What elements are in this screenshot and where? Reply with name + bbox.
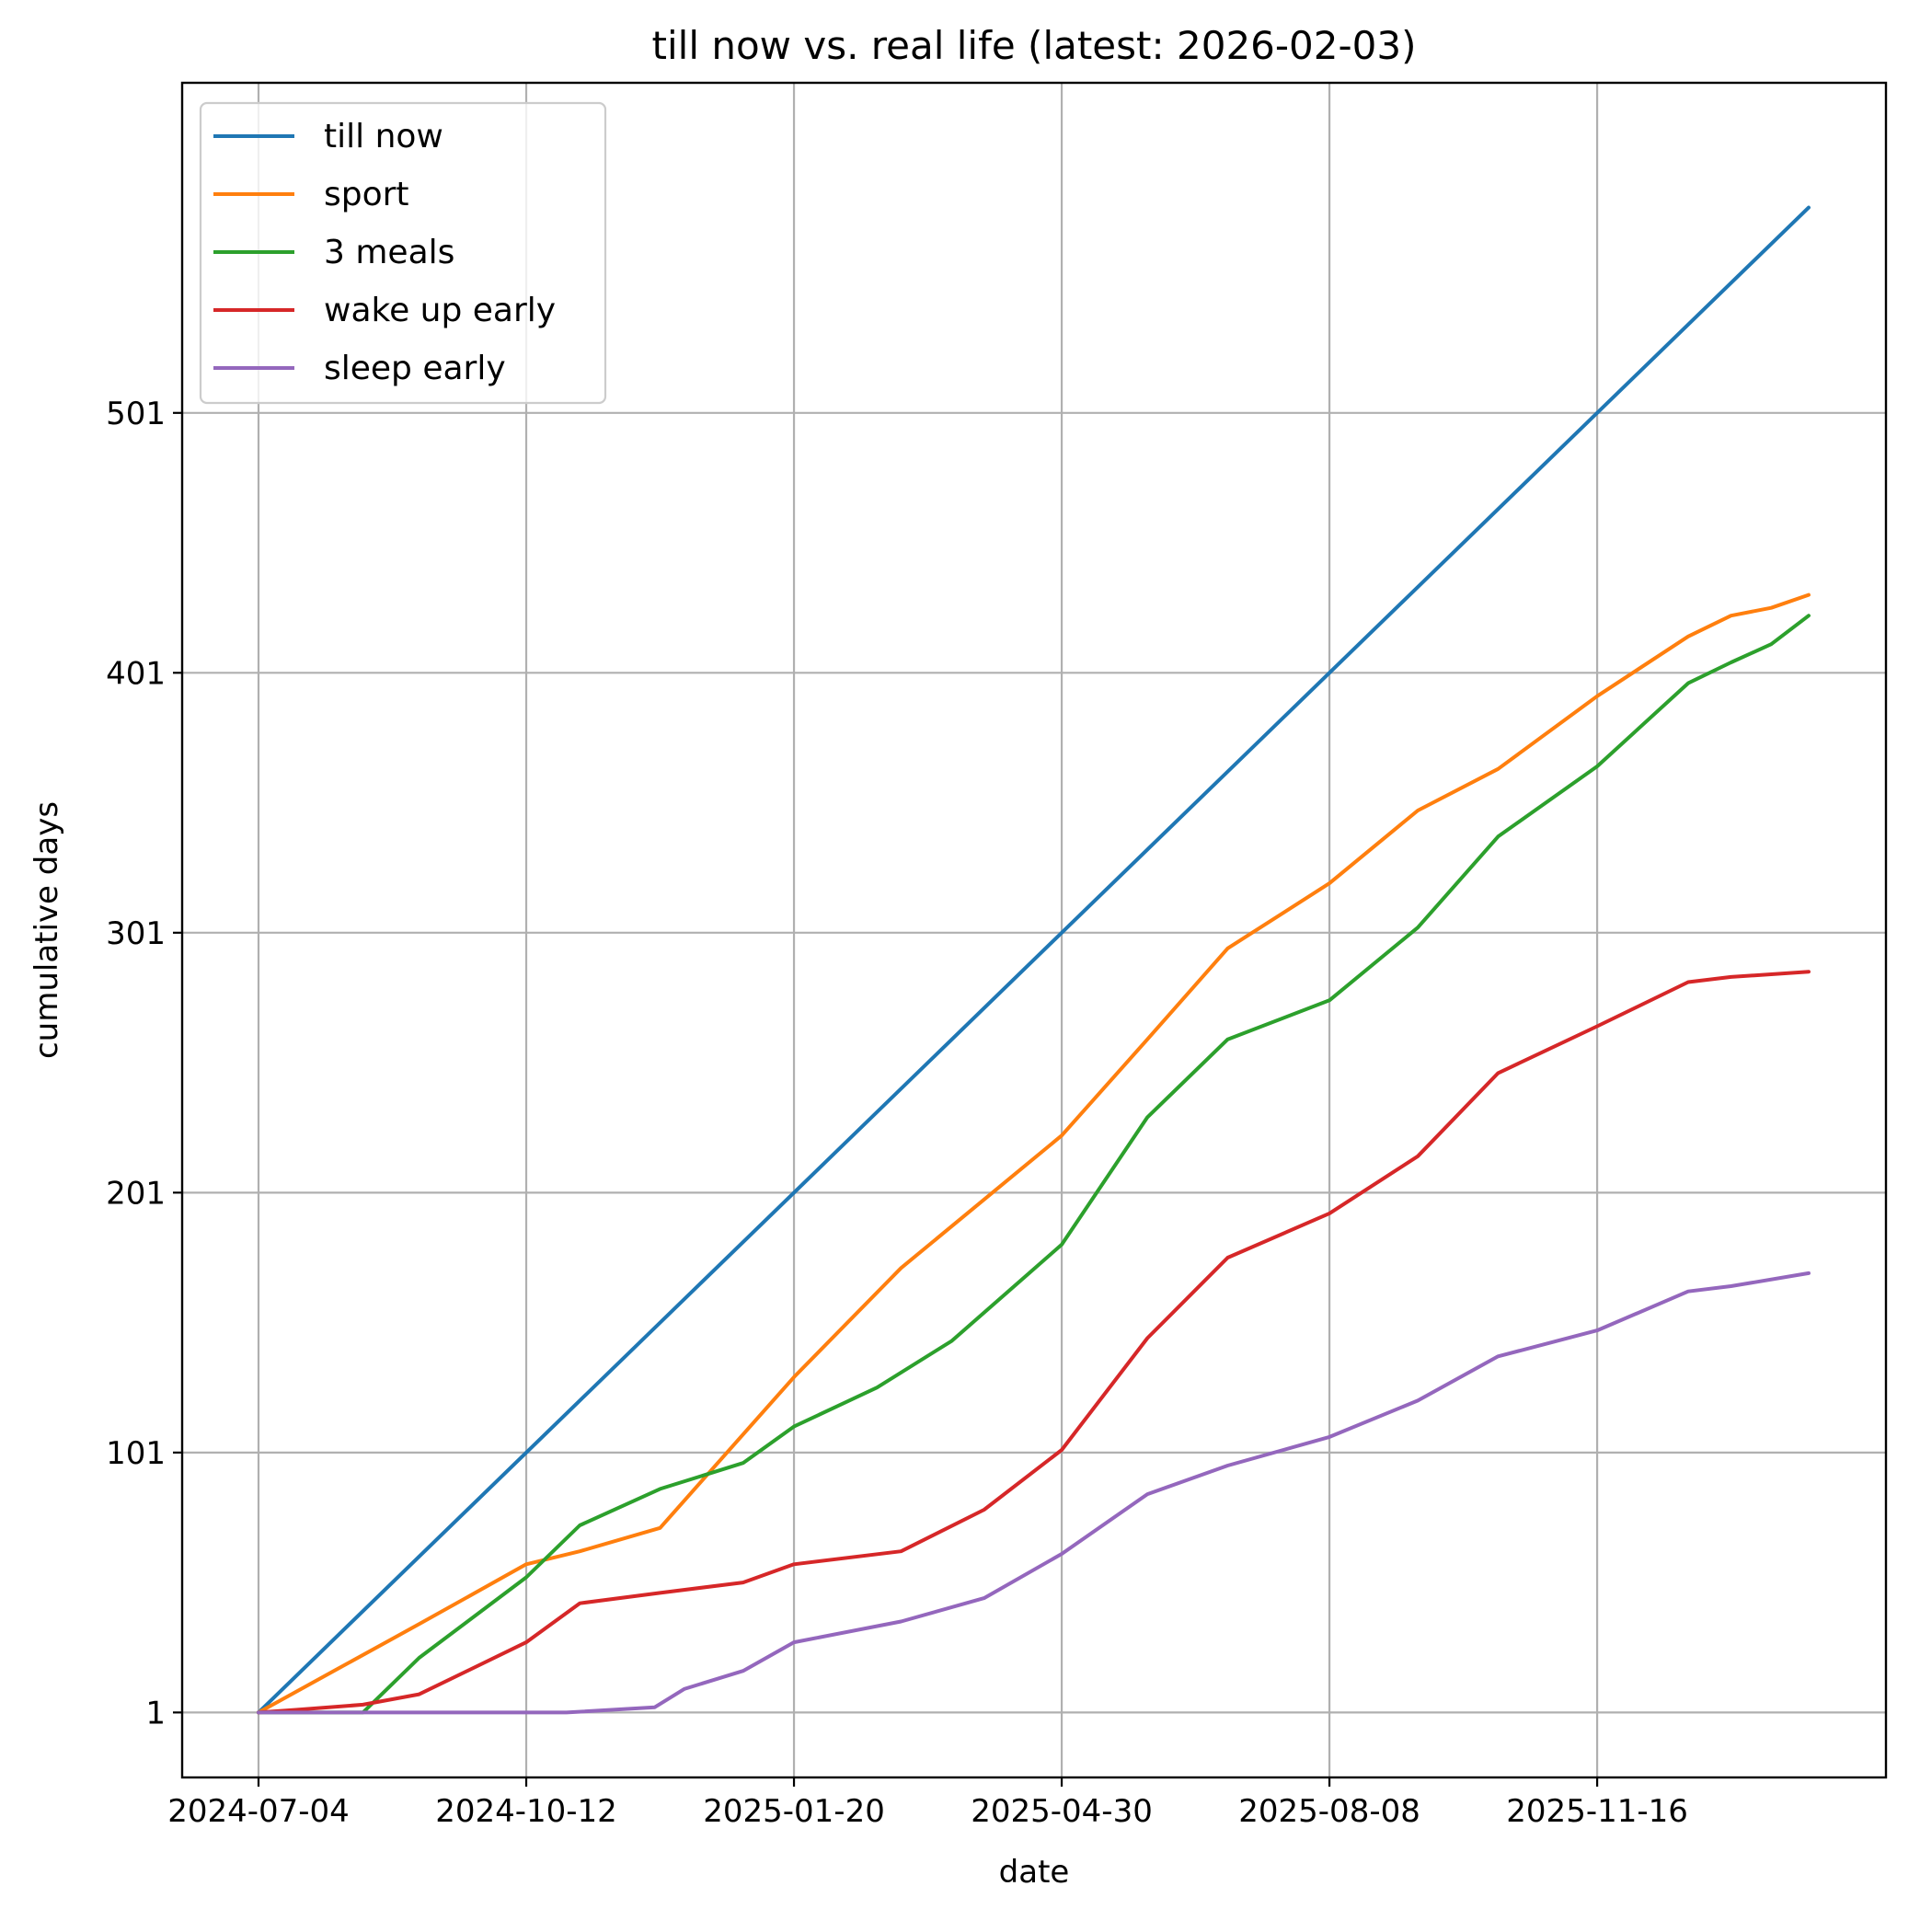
series-line-2: [257, 592, 1811, 1715]
legend-label: till now: [324, 118, 443, 155]
series-line-3: [257, 614, 1811, 1715]
series-line-1: [257, 205, 1811, 1715]
x-tick-label: 2024-07-04: [167, 1793, 350, 1830]
chart-title: till now vs. real life (latest: 2026-02-…: [652, 23, 1417, 68]
y-tick-label: 1: [145, 1695, 166, 1731]
x-tick-label: 2025-01-20: [703, 1793, 885, 1830]
legend-label: wake up early: [324, 292, 556, 329]
plot-frame: [180, 81, 1888, 1779]
x-axis-label: date: [999, 1854, 1070, 1891]
legend-box: [199, 101, 607, 405]
y-tick-label: 501: [106, 396, 166, 432]
y-tick-label: 401: [106, 655, 166, 692]
legend-label: sport: [324, 176, 409, 213]
y-axis-label: cumulative days: [29, 801, 65, 1059]
series-layer: [257, 205, 1811, 1715]
x-tick-label: 2025-08-08: [1238, 1793, 1420, 1830]
x-tick-label: 2025-11-16: [1506, 1793, 1688, 1830]
y-tick-label: 101: [106, 1435, 166, 1472]
legend-label: 3 meals: [324, 234, 454, 271]
ticks: 2024-07-04 2024-10-12 2025-01-20 2025-04-30…: [106, 396, 1688, 1830]
y-tick-label: 201: [106, 1175, 166, 1212]
legend-label: sleep early: [324, 350, 506, 387]
series-line-4: [257, 970, 1811, 1715]
y-tick-label: 301: [106, 915, 166, 952]
x-tick-label: 2025-04-30: [971, 1793, 1153, 1830]
legend: till now sport 3 meals wake up early sleep e…: [199, 101, 607, 405]
x-tick-label: 2024-10-12: [435, 1793, 617, 1830]
series-line-5: [257, 1271, 1811, 1715]
